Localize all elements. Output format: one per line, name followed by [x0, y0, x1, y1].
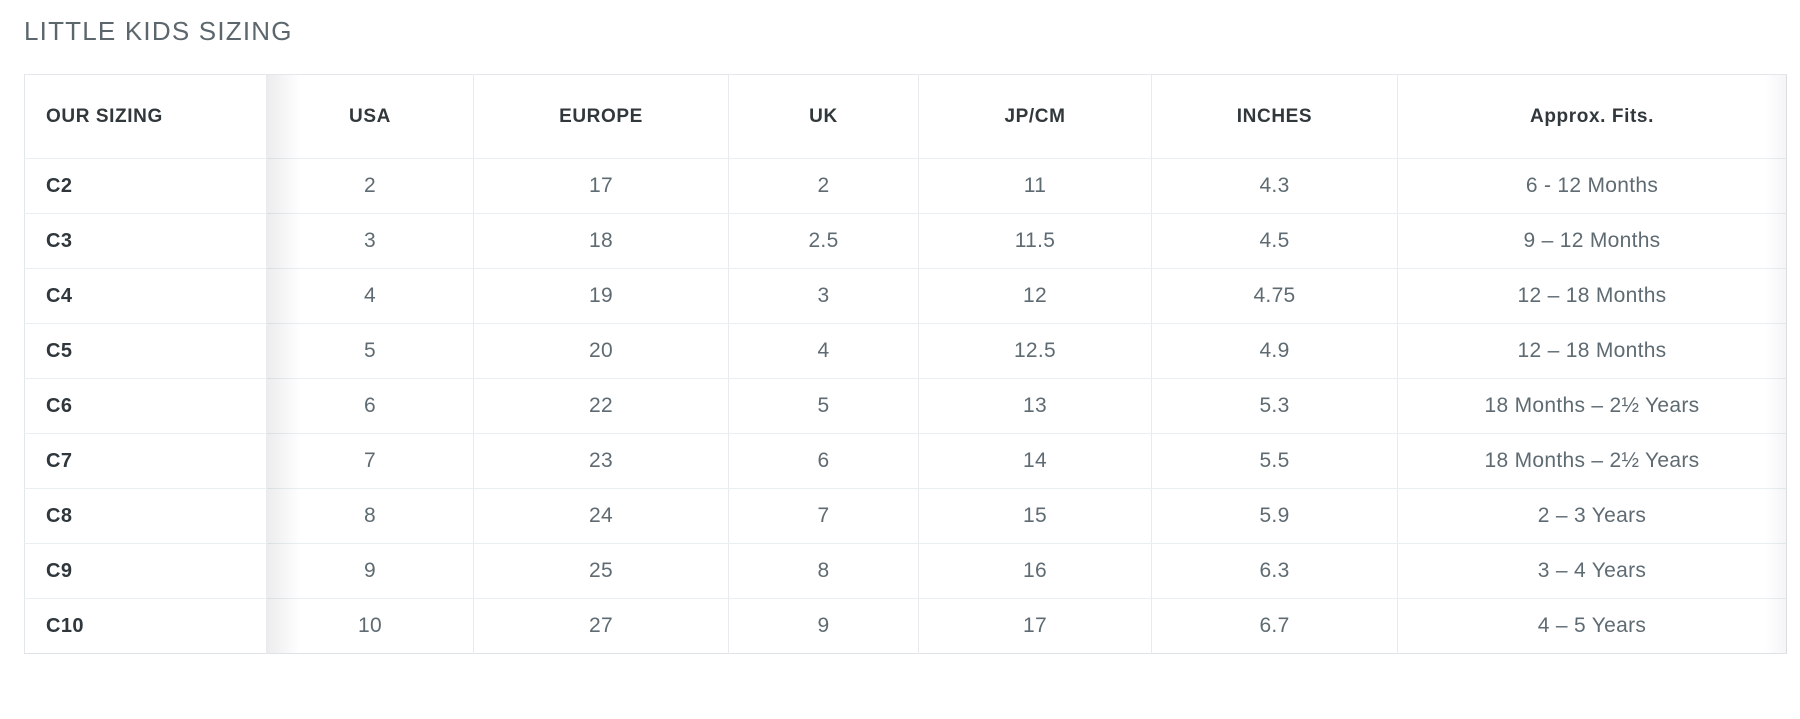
row-size-label: C2 [24, 158, 267, 214]
row-size-label: C7 [24, 433, 267, 489]
size-cell: 9 [266, 543, 474, 599]
size-cell: 6 - 12 Months [1397, 158, 1787, 214]
size-cell: 6.3 [1151, 543, 1398, 599]
size-cell: 5 [266, 323, 474, 379]
size-cell: 18 [473, 213, 729, 269]
size-cell: 2.5 [728, 213, 919, 269]
table-row: C8 8 24 7 15 5.9 2 – 3 Years [24, 488, 1787, 544]
row-size-label: C5 [24, 323, 267, 379]
size-cell: 12 – 18 Months [1397, 323, 1787, 379]
size-cell: 4.9 [1151, 323, 1398, 379]
size-cell: 17 [918, 598, 1152, 654]
size-cell: 20 [473, 323, 729, 379]
table-row: C2 2 17 2 11 4.3 6 - 12 Months [24, 158, 1787, 214]
size-cell: 4.5 [1151, 213, 1398, 269]
size-cell: 9 – 12 Months [1397, 213, 1787, 269]
column-header: JP/CM [918, 74, 1152, 159]
table-header-row: OUR SIZING USA EUROPE UK JP/CM INCHES Approx. … [24, 74, 1787, 159]
table-row: C7 7 23 6 14 5.5 18 Months – 2½ Years [24, 433, 1787, 489]
size-cell: 14 [918, 433, 1152, 489]
size-cell: 9 [728, 598, 919, 654]
size-cell: 4.75 [1151, 268, 1398, 324]
size-cell: 10 [266, 598, 474, 654]
table-row: C9 9 25 8 16 6.3 3 – 4 Years [24, 543, 1787, 599]
size-cell: 7 [266, 433, 474, 489]
size-cell: 4.3 [1151, 158, 1398, 214]
table-row: C10 10 27 9 17 6.7 4 – 5 Years [24, 598, 1787, 654]
size-cell: 12 – 18 Months [1397, 268, 1787, 324]
size-cell: 6 [266, 378, 474, 434]
row-size-label: C3 [24, 213, 267, 269]
size-cell: 5.3 [1151, 378, 1398, 434]
row-size-label: C9 [24, 543, 267, 599]
size-cell: 7 [728, 488, 919, 544]
size-cell: 12 [918, 268, 1152, 324]
size-cell: 3 [266, 213, 474, 269]
row-size-label: C6 [24, 378, 267, 434]
table-scroll-container[interactable]: OUR SIZING USA EUROPE UK JP/CM INCHES Approx. … [24, 74, 1788, 654]
size-cell: 24 [473, 488, 729, 544]
size-cell: 11.5 [918, 213, 1152, 269]
size-cell: 2 [728, 158, 919, 214]
size-cell: 2 [266, 158, 474, 214]
size-cell: 6 [728, 433, 919, 489]
size-cell: 3 [728, 268, 919, 324]
column-header: Approx. Fits. [1397, 74, 1787, 159]
size-cell: 25 [473, 543, 729, 599]
size-cell: 4 – 5 Years [1537, 614, 1647, 637]
sizing-table: OUR SIZING USA EUROPE UK JP/CM INCHES Approx. … [24, 74, 1787, 654]
size-cell: 11 [918, 158, 1152, 214]
table-body: C2 2 17 2 11 4.3 6 - 12 Months C3 3 18 2.5 11.5 4.5 9… [24, 158, 1787, 654]
size-cell: 5.9 [1151, 488, 1398, 544]
table-row: C4 4 19 3 12 4.75 12 – 18 Months [24, 268, 1787, 324]
size-cell: 8 [266, 488, 474, 544]
size-cell: 4 [728, 323, 919, 379]
table-row: C5 5 20 4 12.5 4.9 12 – 18 Months [24, 323, 1787, 379]
column-header: EUROPE [473, 74, 729, 159]
page-title: LITTLE KIDS SIZING [24, 16, 293, 46]
column-header: INCHES [1151, 74, 1398, 159]
row-size-label: C8 [24, 488, 267, 544]
size-cell: 12.5 [918, 323, 1152, 379]
size-cell: 19 [473, 268, 729, 324]
column-header: OUR SIZING [24, 74, 267, 159]
size-cell: 2 – 3 Years [1397, 488, 1787, 544]
size-cell: 17 [473, 158, 729, 214]
size-cell: 23 [473, 433, 729, 489]
size-cell: 3 – 4 Years [1397, 543, 1787, 599]
size-cell: 18 Months – 2½ Years [1397, 378, 1787, 434]
size-cell: 22 [473, 378, 729, 434]
size-cell: 13 [918, 378, 1152, 434]
size-cell: 8 [728, 543, 919, 599]
size-cell: 15 [918, 488, 1152, 544]
size-cell: 6.7 [1151, 598, 1398, 654]
row-size-label: C4 [24, 268, 267, 324]
row-size-label: C10 [24, 598, 267, 654]
size-cell: 5.5 [1151, 433, 1398, 489]
column-header: USA [266, 74, 474, 159]
table-row: C6 6 22 5 13 5.3 18 Months – 2½ Years [24, 378, 1787, 434]
size-cell: 16 [918, 543, 1152, 599]
size-cell: 18 Months – 2½ Years [1397, 433, 1787, 489]
size-cell: 5 [728, 378, 919, 434]
table-row: C3 3 18 2.5 11.5 4.5 9 – 12 Months [24, 213, 1787, 269]
size-cell: 27 [473, 598, 729, 654]
column-header: UK [728, 74, 919, 159]
size-cell: 4 [266, 268, 474, 324]
